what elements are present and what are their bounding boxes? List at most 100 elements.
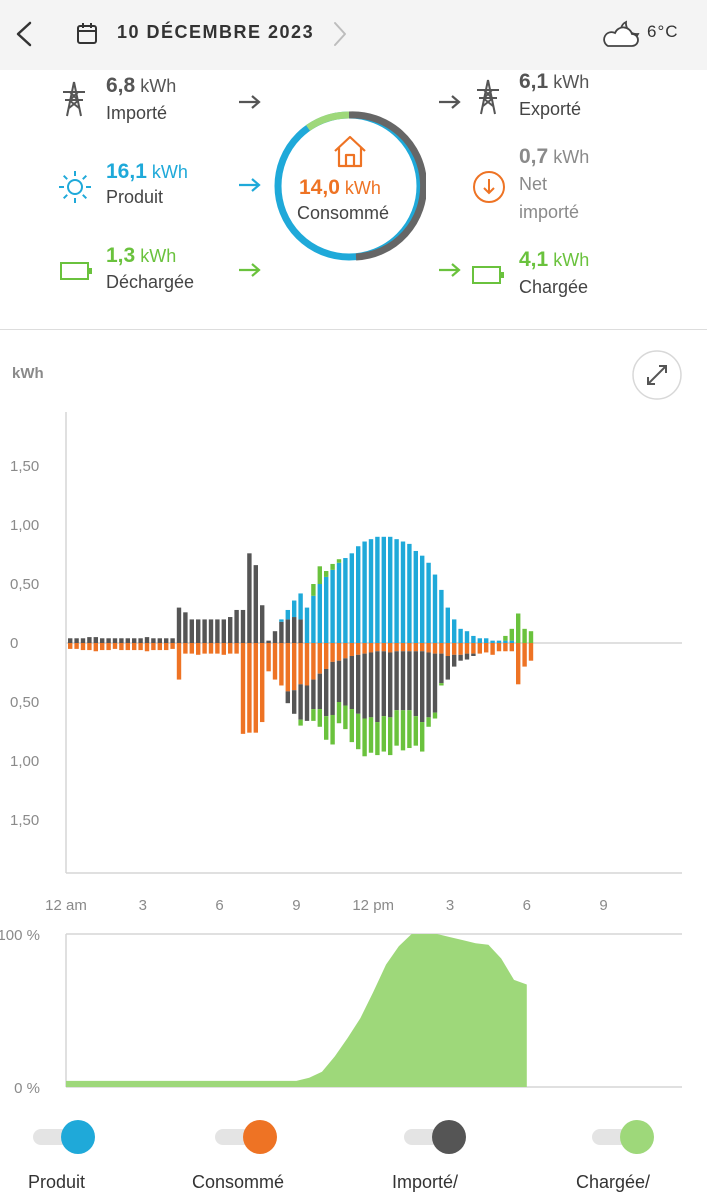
bar-exported	[458, 654, 463, 661]
arrow-right-icon	[239, 95, 261, 109]
bar-produced	[503, 640, 508, 643]
bar-consumed	[400, 643, 406, 652]
calendar-icon[interactable]	[76, 22, 98, 46]
house-icon	[334, 135, 366, 168]
bar-produced	[445, 607, 450, 643]
bar-charged	[400, 710, 406, 751]
bar-produced	[311, 595, 316, 643]
bar-charged	[356, 713, 361, 750]
bar-consumed	[304, 643, 310, 686]
toggle-label-produit: Produit	[28, 1172, 86, 1192]
bar-imported	[183, 612, 188, 643]
bar-exported	[317, 673, 322, 710]
bar-produced	[362, 541, 367, 643]
bar-consumed	[413, 643, 418, 652]
bar-consumed	[464, 643, 470, 654]
toggle-importe[interactable]	[404, 1120, 466, 1154]
bar-consumed	[100, 643, 105, 651]
bar-produced	[317, 584, 322, 643]
x-tick-label: 3	[446, 897, 454, 914]
area-y-tick-label: 0 %	[14, 1080, 40, 1097]
arrow-down-circle-icon	[473, 171, 505, 203]
bar-exported	[324, 668, 329, 717]
bar-consumed	[349, 643, 354, 656]
bar-imported	[208, 619, 214, 643]
bar-produced	[375, 536, 380, 643]
bar-produced	[381, 536, 386, 643]
power-pylon-icon	[477, 79, 499, 115]
bar-produced	[330, 569, 335, 643]
arrow-right-icon	[239, 178, 261, 192]
battery-charge-area	[66, 934, 527, 1087]
bar-charged	[432, 712, 438, 719]
bar-consumed	[202, 643, 207, 654]
bar-consumed	[247, 643, 252, 733]
bar-discharged	[516, 613, 521, 643]
bar-charged	[349, 709, 354, 743]
back-chevron-icon[interactable]	[12, 20, 36, 48]
bar-consumed	[87, 643, 92, 651]
toggle-produit[interactable]	[33, 1120, 95, 1154]
bar-consumed	[496, 643, 502, 652]
bar-consumed	[144, 643, 150, 652]
bar-exported	[452, 654, 457, 667]
toggle-chargee[interactable]	[592, 1120, 654, 1154]
bar-exported	[292, 690, 297, 714]
bar-imported	[112, 638, 118, 643]
battery-icon	[60, 262, 92, 280]
bar-exported	[471, 653, 476, 656]
bar-imported	[247, 553, 252, 643]
date-label[interactable]: 10 DÉCEMBRE 2023	[117, 22, 315, 42]
bar-exported	[375, 651, 380, 723]
next-chevron-icon[interactable]	[330, 20, 350, 48]
bar-consumed	[93, 643, 98, 652]
bar-consumed	[336, 643, 342, 661]
bar-consumed	[516, 643, 521, 685]
bar-consumed	[138, 643, 143, 651]
bar-imported	[87, 637, 92, 643]
bar-produced	[496, 640, 502, 643]
bar-exported	[304, 685, 310, 721]
expand-button[interactable]	[631, 349, 683, 401]
bar-exported	[407, 651, 412, 711]
net-label: Net	[519, 174, 548, 194]
bar-consumed	[426, 643, 431, 653]
bar-consumed	[407, 643, 412, 652]
bar-produced	[285, 609, 290, 620]
bar-consumed	[189, 643, 194, 654]
bar-exported	[432, 653, 438, 713]
y-tick-label: 1,00	[10, 517, 39, 534]
bar-exported	[336, 660, 342, 702]
bar-discharged	[509, 628, 514, 641]
bar-imported	[164, 638, 169, 643]
toggle-knob	[243, 1120, 277, 1154]
bar-charged	[330, 714, 335, 745]
bar-imported	[144, 637, 150, 643]
bar-exported	[420, 651, 425, 723]
toggle-consomme[interactable]	[215, 1120, 277, 1154]
bar-imported	[234, 609, 239, 643]
bar-consumed	[528, 643, 534, 661]
bar-consumed	[471, 643, 476, 654]
toggle-knob	[620, 1120, 654, 1154]
bar-discharged	[317, 566, 322, 584]
bar-discharged	[324, 571, 329, 577]
bar-produced	[484, 638, 489, 643]
bar-exported	[330, 661, 335, 715]
bar-produced	[471, 635, 476, 643]
bar-imported	[215, 619, 220, 643]
bar-charged	[311, 709, 316, 721]
toggle-label-consomme: Consommé	[192, 1172, 285, 1192]
bar-consumed	[68, 643, 73, 649]
bar-charged	[388, 717, 393, 756]
battery-charge-chart: 100 % 0 %	[0, 927, 682, 1097]
bar-produced	[490, 640, 495, 643]
bar-consumed	[484, 643, 489, 653]
bar-imported	[196, 619, 201, 643]
bar-exported	[439, 653, 444, 684]
bar-consumed	[362, 643, 367, 654]
bar-charged	[426, 717, 431, 727]
bar-consumed	[445, 643, 450, 656]
bar-exported	[343, 658, 348, 706]
bar-discharged	[522, 628, 527, 643]
